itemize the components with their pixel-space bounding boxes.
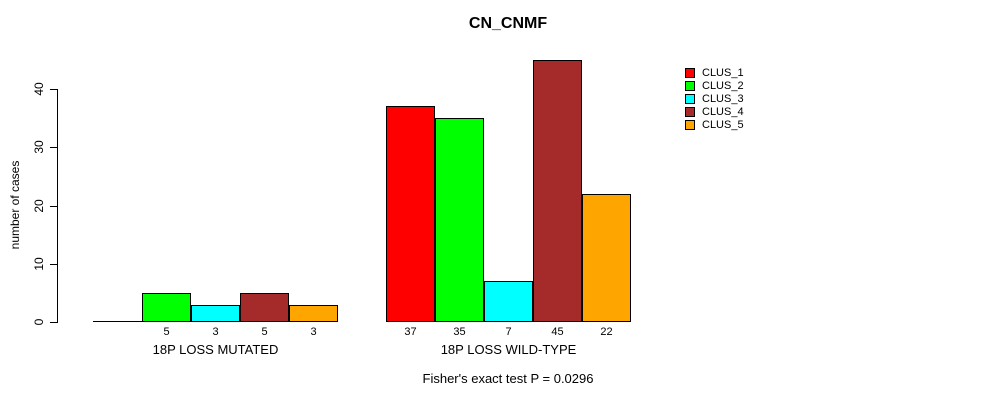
y-tick-label: 0 xyxy=(32,318,46,326)
legend-label: CLUS_5 xyxy=(702,119,744,131)
y-tick-mark xyxy=(50,322,57,323)
bar-value-label: 37 xyxy=(404,326,417,338)
bar-CLUS_2 xyxy=(435,118,484,322)
bar-value-label: 7 xyxy=(505,326,512,338)
legend-swatch xyxy=(685,120,695,130)
x-group-label: 18P LOSS MUTATED xyxy=(152,342,279,357)
fisher-test-annotation: Fisher's exact test P = 0.0296 xyxy=(422,371,594,386)
legend-label: CLUS_3 xyxy=(702,93,744,105)
bar-value-label: 3 xyxy=(212,326,219,338)
y-axis-label: number of cases xyxy=(8,160,22,250)
bar-CLUS_5 xyxy=(582,194,631,322)
bar-CLUS_4 xyxy=(533,60,582,322)
bar-value-label: 22 xyxy=(600,326,613,338)
y-tick-mark xyxy=(50,147,57,149)
bar-CLUS_2 xyxy=(142,293,191,322)
bar-CLUS_4 xyxy=(240,293,289,322)
legend-label: CLUS_1 xyxy=(702,67,744,79)
legend-label: CLUS_2 xyxy=(702,80,744,92)
y-tick-label: 40 xyxy=(32,82,46,96)
bar-value-label: 35 xyxy=(453,326,466,338)
x-group-label: 18P LOSS WILD-TYPE xyxy=(440,342,577,357)
y-tick-mark xyxy=(50,89,57,90)
bar-CLUS_1 xyxy=(93,321,142,322)
y-tick-label: 10 xyxy=(32,257,46,271)
y-tick-label: 30 xyxy=(32,140,46,154)
bar-CLUS_3 xyxy=(191,305,240,322)
bar-value-label: 45 xyxy=(551,326,564,338)
bar-CLUS_1 xyxy=(386,106,435,322)
y-tick-label: 20 xyxy=(32,198,46,213)
bar-value-label: 5 xyxy=(261,326,268,338)
y-axis-line xyxy=(57,89,58,323)
bar-value-label: 3 xyxy=(310,326,317,338)
legend-swatch xyxy=(685,81,695,91)
bar-value-label: 5 xyxy=(163,326,170,338)
legend-label: CLUS_4 xyxy=(702,106,744,118)
y-tick-mark xyxy=(50,205,57,207)
legend-swatch xyxy=(685,68,695,78)
legend-swatch xyxy=(685,107,695,117)
chart-title: CN_CNMF xyxy=(468,15,548,32)
bar-CLUS_5 xyxy=(289,305,338,322)
y-tick-mark xyxy=(50,263,57,265)
legend-swatch xyxy=(685,94,695,104)
bar-CLUS_3 xyxy=(484,281,533,322)
